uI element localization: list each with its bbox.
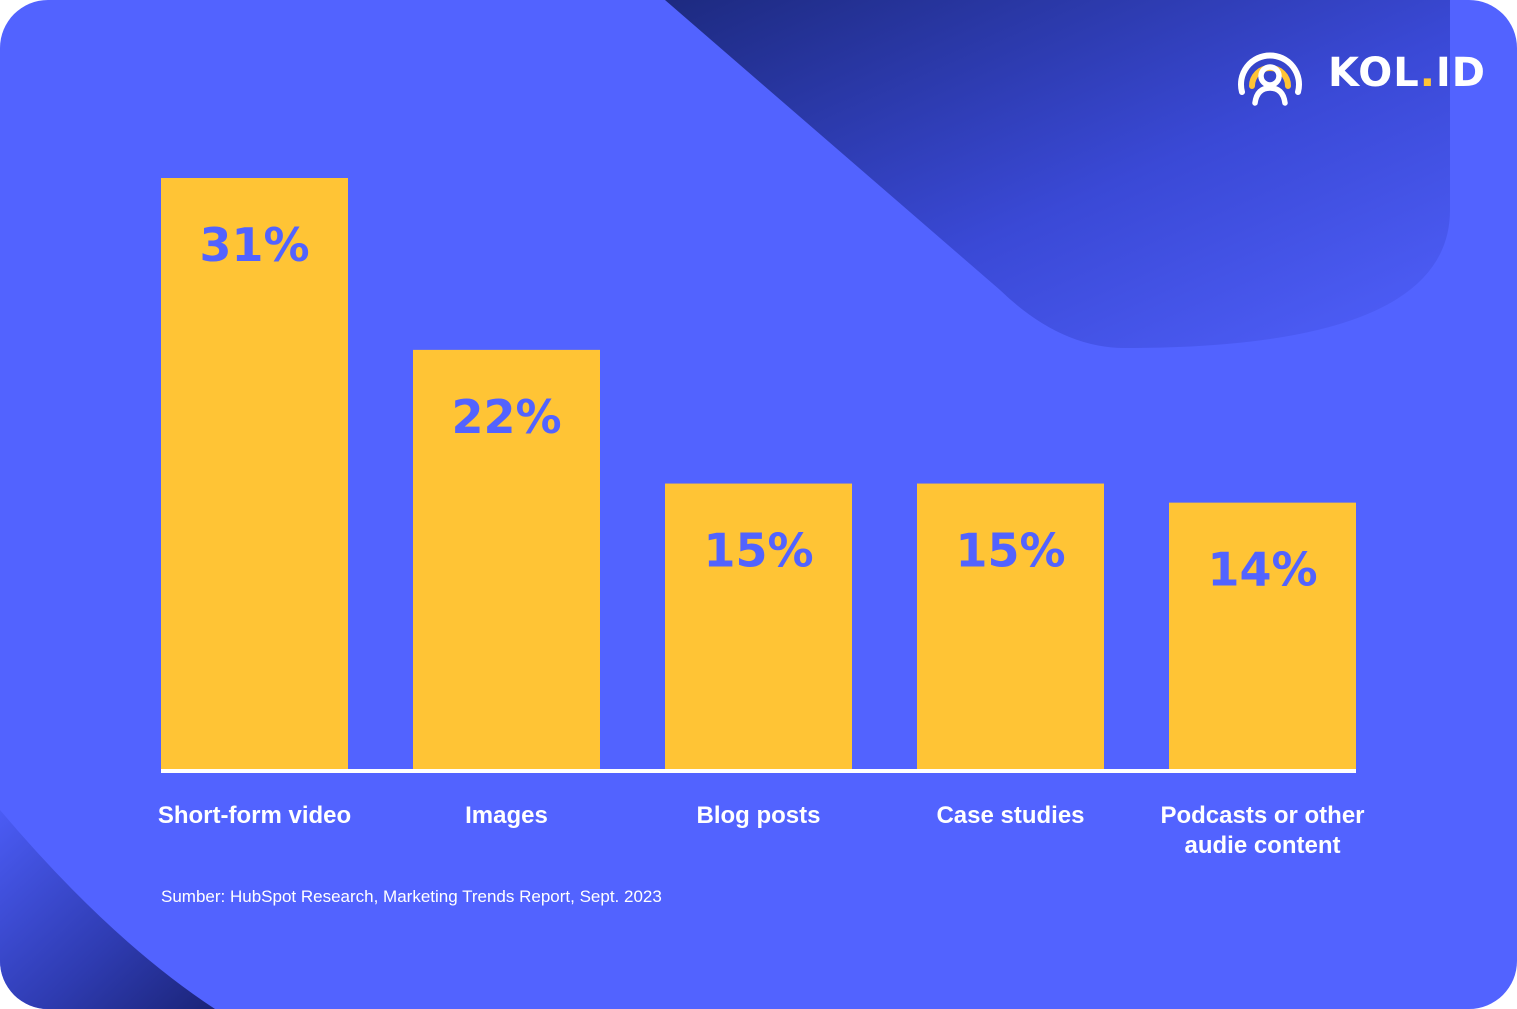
source-note: Sumber: HubSpot Research, Marketing Tren… bbox=[161, 887, 662, 906]
bar-value-label: 14% bbox=[1207, 543, 1317, 597]
kolid-logo-text: KOL.ID bbox=[1328, 53, 1486, 93]
category-label: Blog posts bbox=[697, 802, 821, 829]
category-label: Podcasts or other audie content bbox=[1160, 802, 1364, 859]
bar-value-label: 22% bbox=[451, 390, 561, 444]
bar-5 bbox=[1169, 502, 1356, 770]
bar-value-label: 15% bbox=[703, 524, 813, 578]
bar-4 bbox=[917, 483, 1104, 770]
logo-text-id: ID bbox=[1435, 50, 1486, 96]
kolid-logo: KOL.ID bbox=[1234, 40, 1486, 106]
bar-value-label: 31% bbox=[199, 218, 309, 272]
logo-text-dot: . bbox=[1419, 50, 1436, 96]
bar-2 bbox=[413, 349, 600, 770]
bar-1 bbox=[161, 178, 348, 770]
kolid-logo-icon bbox=[1238, 52, 1302, 106]
bar-value-label: 15% bbox=[955, 524, 1065, 578]
logo-text-kol: KOL bbox=[1328, 50, 1420, 96]
bar-3 bbox=[665, 483, 852, 770]
category-label: Case studies bbox=[936, 802, 1084, 829]
category-label: Short-form video bbox=[158, 802, 351, 829]
category-label: Images bbox=[465, 802, 548, 829]
